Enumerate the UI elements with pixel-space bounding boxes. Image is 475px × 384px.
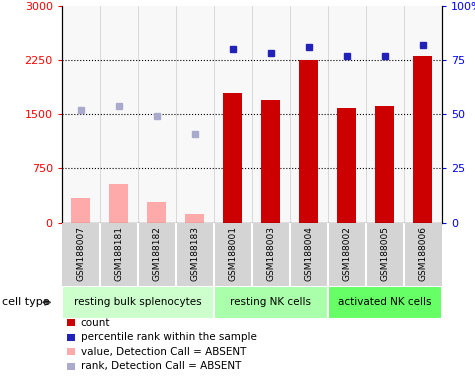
Bar xyxy=(328,223,366,286)
Text: GSM188007: GSM188007 xyxy=(76,226,85,281)
Bar xyxy=(375,106,394,223)
Text: GSM188181: GSM188181 xyxy=(114,226,123,281)
Bar xyxy=(138,223,176,286)
Bar xyxy=(62,223,100,286)
Bar xyxy=(290,223,328,286)
Bar xyxy=(328,286,442,319)
Text: GSM188006: GSM188006 xyxy=(418,226,427,281)
Bar xyxy=(299,60,318,223)
Bar xyxy=(214,286,328,319)
Bar xyxy=(413,56,432,223)
Bar xyxy=(214,223,252,286)
Text: cell type: cell type xyxy=(2,297,50,308)
Text: percentile rank within the sample: percentile rank within the sample xyxy=(81,332,256,342)
Text: resting bulk splenocytes: resting bulk splenocytes xyxy=(74,297,201,308)
Bar xyxy=(404,223,442,286)
Text: GSM188003: GSM188003 xyxy=(266,226,275,281)
Text: rank, Detection Call = ABSENT: rank, Detection Call = ABSENT xyxy=(81,361,241,371)
Text: count: count xyxy=(81,318,110,328)
Bar xyxy=(337,108,356,223)
Text: GSM188183: GSM188183 xyxy=(190,226,199,281)
Text: GSM188182: GSM188182 xyxy=(152,226,161,281)
Text: activated NK cells: activated NK cells xyxy=(338,297,431,308)
Text: GSM188004: GSM188004 xyxy=(304,226,313,281)
Bar xyxy=(366,223,404,286)
Bar xyxy=(62,286,214,319)
Text: resting NK cells: resting NK cells xyxy=(230,297,311,308)
Bar xyxy=(252,223,290,286)
Text: GSM188001: GSM188001 xyxy=(228,226,237,281)
Text: GSM188002: GSM188002 xyxy=(342,226,351,281)
Bar xyxy=(261,100,280,223)
Bar xyxy=(100,223,138,286)
Bar xyxy=(147,202,166,223)
Bar xyxy=(176,223,214,286)
Bar xyxy=(71,198,90,223)
Bar xyxy=(223,93,242,223)
Bar xyxy=(109,184,128,223)
Text: value, Detection Call = ABSENT: value, Detection Call = ABSENT xyxy=(81,347,246,357)
Bar xyxy=(185,214,204,223)
Text: GSM188005: GSM188005 xyxy=(380,226,389,281)
